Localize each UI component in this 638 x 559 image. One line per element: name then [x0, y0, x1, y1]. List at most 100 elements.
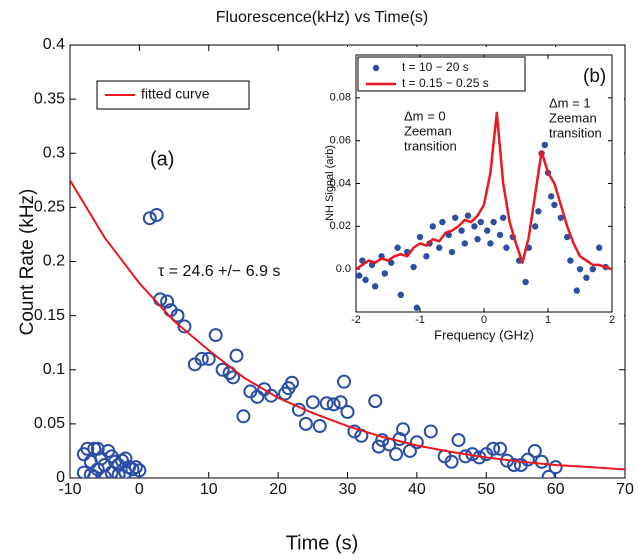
data-point — [461, 240, 468, 247]
data-point — [493, 441, 508, 456]
data-point — [337, 374, 352, 389]
y-tick-label: 0.3 — [43, 144, 65, 161]
data-point — [194, 351, 209, 366]
data-point — [551, 201, 558, 209]
data-point — [250, 389, 265, 404]
data-point — [359, 257, 366, 264]
x-tick-label: -1 — [415, 314, 425, 326]
data-point — [474, 235, 481, 243]
data-line — [356, 111, 612, 271]
y-tick-label: 0.02 — [330, 220, 351, 232]
y-tick-label: 0.06 — [330, 135, 351, 147]
data-point — [208, 328, 223, 343]
data-point — [394, 244, 401, 251]
x-tick-label: 0 — [481, 314, 487, 326]
data-point — [381, 270, 388, 277]
data-point — [444, 454, 459, 469]
x-tick-label: 70 — [616, 481, 634, 498]
x-tick-label: 0 — [135, 481, 144, 498]
y-tick-label: 0.4 — [43, 36, 65, 53]
y-tick-label: 0.2 — [43, 253, 65, 270]
data-point — [557, 214, 564, 221]
data-point — [397, 291, 404, 299]
data-point — [487, 240, 494, 247]
legend-label: fitted curve — [141, 86, 210, 102]
data-point — [170, 308, 185, 323]
data-point — [229, 348, 244, 363]
x-tick-label: 20 — [269, 481, 287, 498]
x-tick-label: 30 — [339, 481, 357, 498]
data-point — [118, 451, 133, 466]
data-point — [160, 294, 175, 309]
legend-swatch — [372, 64, 380, 72]
data-point — [226, 370, 241, 385]
marks — [356, 111, 612, 311]
data-point — [264, 388, 279, 403]
data-point — [375, 433, 390, 448]
data-point — [298, 416, 313, 431]
x-tick-label: 2 — [609, 314, 615, 326]
data-point — [583, 274, 590, 281]
data-point — [486, 441, 501, 456]
x-tick-label: 60 — [547, 481, 565, 498]
data-point — [520, 452, 535, 467]
data-point — [564, 233, 571, 241]
x-tick-label: -10 — [58, 481, 81, 498]
y-tick-label: 0.1 — [43, 361, 65, 378]
data-point — [333, 395, 348, 410]
data-point — [423, 253, 430, 260]
data-point — [484, 227, 491, 234]
annotation: Zeeman — [549, 110, 597, 125]
marks — [70, 179, 625, 478]
data-point — [589, 265, 596, 273]
data-point — [149, 207, 164, 222]
data-point — [527, 443, 542, 458]
annotation: Δm = 0 — [404, 108, 446, 123]
annotation: (a) — [150, 148, 174, 170]
data-point — [319, 396, 334, 411]
data-point — [452, 214, 459, 221]
data-point — [413, 304, 420, 311]
x-tick-label: 1 — [545, 314, 551, 326]
data-point — [305, 395, 320, 410]
data-point — [362, 276, 369, 284]
plot-1: -2 -1 0 1 2 0.0 0.02 0.04 0.06 0.08 Frequency (GHz… — [316, 47, 624, 342]
y-tick-label: 0.08 — [330, 92, 351, 104]
data-point — [285, 375, 299, 390]
x-tick-label: 50 — [477, 481, 495, 498]
x-axis-label: Frequency (GHz) — [434, 327, 534, 342]
data-point — [503, 244, 510, 251]
data-point — [541, 141, 548, 149]
data-point — [347, 424, 362, 439]
data-point — [573, 287, 580, 294]
annotation: transition — [549, 125, 602, 140]
data-line — [70, 179, 625, 471]
data-point — [451, 433, 466, 448]
data-point — [535, 208, 542, 215]
data-point — [534, 454, 549, 469]
data-point — [201, 351, 216, 366]
legend-box — [357, 56, 526, 92]
data-point — [439, 218, 446, 226]
data-point — [436, 244, 443, 251]
data-point — [458, 227, 465, 234]
data-point — [490, 218, 497, 226]
x-tick-label: -2 — [351, 314, 361, 326]
data-point — [104, 465, 119, 478]
data-point — [496, 231, 504, 239]
annotation: Zeeman — [404, 123, 452, 138]
data-point — [423, 424, 438, 439]
data-point — [576, 265, 584, 273]
data-point — [312, 419, 327, 434]
data-point — [87, 469, 102, 478]
y-axis-label: NH Signal (arb) — [324, 145, 336, 221]
annotation: Δm = 1 — [549, 95, 591, 110]
plot-0: -10 0 10 20 30 40 50 60 7000.050.10.150.20.250.3… — [17, 36, 634, 554]
y-tick-label: 0.0 — [336, 263, 351, 275]
y-tick-label: 0.04 — [330, 177, 351, 189]
x-tick-label: 10 — [200, 481, 218, 498]
data-point — [567, 257, 574, 264]
data-point — [416, 233, 424, 241]
x-tick-label: 40 — [408, 481, 426, 498]
